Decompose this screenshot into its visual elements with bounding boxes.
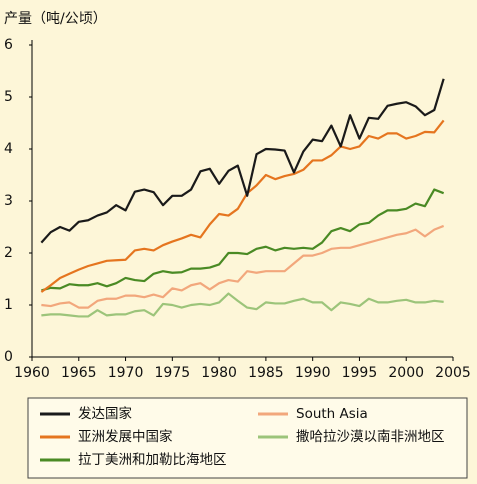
- y-tick-label: 5: [4, 89, 13, 105]
- series-line: [41, 224, 445, 309]
- chart-title: 产量（吨/公顷）: [4, 11, 107, 27]
- x-tick-label: 1980: [201, 365, 237, 381]
- x-tick-label: 1985: [248, 365, 284, 381]
- y-tick-label: 1: [4, 297, 13, 313]
- series-line: [41, 292, 444, 318]
- series-line: [40, 78, 445, 244]
- series-line: [40, 119, 445, 293]
- y-tick-label: 6: [4, 37, 13, 53]
- x-tick-label: 1965: [61, 365, 97, 381]
- x-tick-label: 2005: [435, 365, 471, 381]
- x-tick-label: 1960: [14, 365, 50, 381]
- legend-label: 撒哈拉沙漠以南非洲地区: [296, 429, 445, 445]
- legend-label: 发达国家: [78, 405, 132, 422]
- series-line: [41, 188, 445, 292]
- x-tick-label: 1970: [108, 365, 144, 381]
- y-tick-label: 0: [4, 349, 13, 365]
- x-tick-label: 1990: [295, 365, 331, 381]
- y-tick-label: 4: [4, 141, 13, 157]
- x-tick-label: 2000: [388, 365, 424, 381]
- x-tick-label: 1975: [155, 365, 191, 381]
- legend-label: 拉丁美洲和加勒比海地区: [78, 452, 227, 468]
- y-tick-label: 2: [4, 245, 13, 261]
- x-tick-label: 1995: [342, 365, 378, 381]
- legend-label: 亚洲发展中国家: [78, 428, 173, 445]
- legend-box: [27, 397, 468, 479]
- y-tick-label: 3: [4, 193, 13, 209]
- legend-label: South Asia: [296, 406, 368, 422]
